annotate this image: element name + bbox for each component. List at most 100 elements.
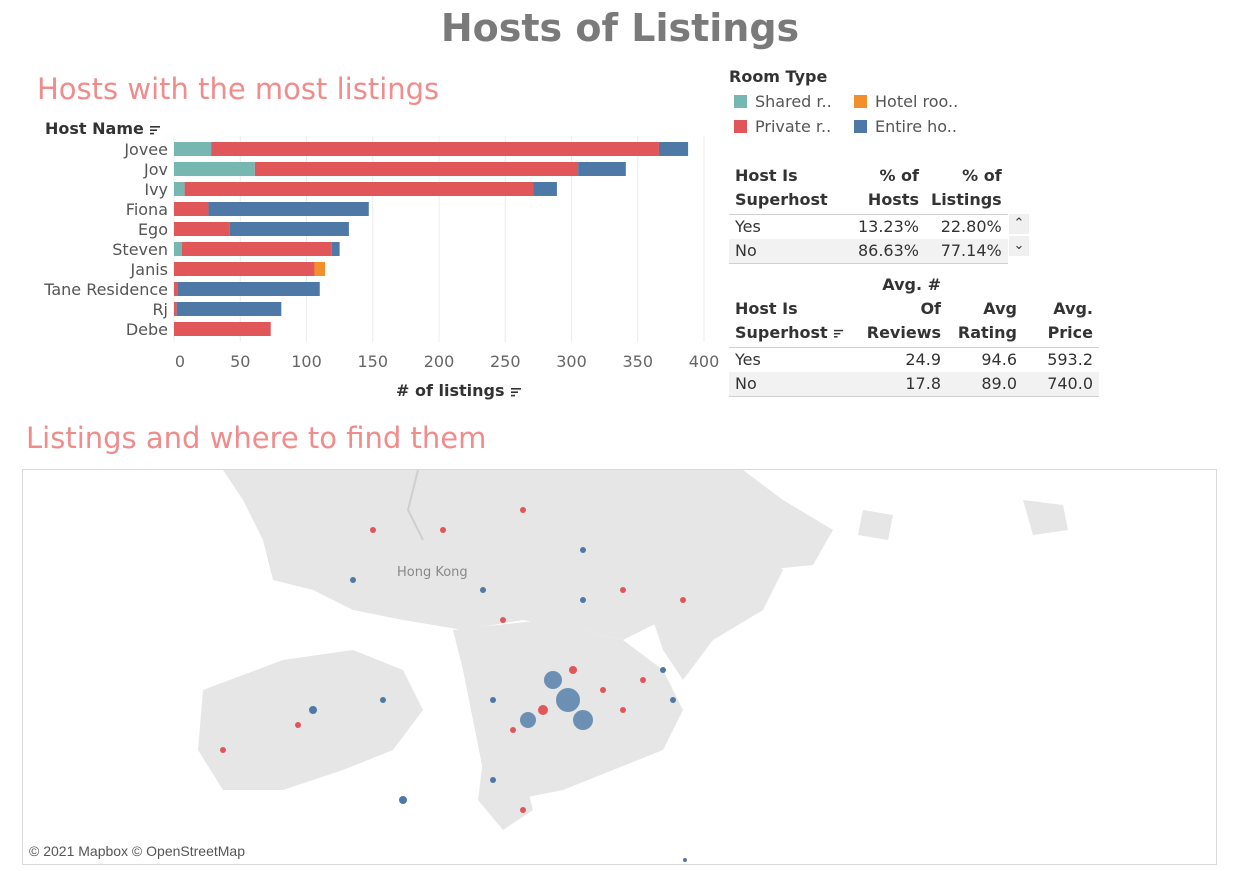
- x-axis-title[interactable]: # of listings: [396, 381, 522, 400]
- bar-segment-entire[interactable]: [658, 142, 689, 156]
- table-row[interactable]: No 86.63% 77.14%: [729, 239, 1008, 264]
- table-row[interactable]: No 17.8 89.0 740.0: [729, 372, 1099, 397]
- x-tick-label: 300: [556, 352, 587, 371]
- legend-label: Shared r..: [755, 92, 832, 111]
- legend-item-shared[interactable]: Shared r..: [734, 92, 832, 111]
- row-label: No: [729, 372, 851, 397]
- cell-pct-hosts: 86.63%: [849, 239, 925, 264]
- host-name-label: Ego: [138, 220, 168, 239]
- col-header-superhost[interactable]: Host Is Superhost: [729, 162, 849, 215]
- bar-segment-shared[interactable]: [174, 242, 182, 256]
- land-island-ne: [858, 510, 893, 540]
- legend-item-private[interactable]: Private r..: [734, 117, 831, 136]
- x-tick-label: 150: [357, 352, 388, 371]
- host-name-label: Tane Residence: [43, 280, 168, 299]
- listing-points: [220, 507, 687, 862]
- bar-segment-private[interactable]: [174, 302, 177, 316]
- bar-segment-private[interactable]: [211, 142, 659, 156]
- col-header-label: Host Is Superhost: [735, 299, 828, 342]
- bar-chart-title: Hosts with the most listings: [37, 72, 440, 106]
- host-name-label: Rj: [152, 300, 168, 319]
- map-canvas[interactable]: [23, 470, 1216, 864]
- cell-avg-rating: 94.6: [981, 350, 1017, 369]
- bar-segment-private[interactable]: [254, 162, 579, 176]
- col-header-pct-listings[interactable]: % of Listings: [925, 162, 1008, 215]
- cell-avg-rating: 89.0: [947, 372, 1023, 397]
- bar-segment-private[interactable]: [174, 222, 230, 236]
- host-name-label: Fiona: [126, 200, 168, 219]
- host-name-header[interactable]: Host Name: [45, 119, 161, 138]
- superhost-share-table-wrap: Host Is Superhost % of Hosts % of Listin…: [729, 162, 1008, 264]
- host-name-label: Steven: [112, 240, 168, 259]
- col-header-pct-hosts[interactable]: % of Hosts: [849, 162, 925, 215]
- scroll-up-icon[interactable]: ⌃: [1009, 214, 1029, 234]
- superhost-share-table: Host Is Superhost % of Hosts % of Listin…: [729, 162, 1008, 264]
- map-section-title: Listings and where to find them: [26, 421, 487, 455]
- host-name-label: Debe: [126, 320, 168, 339]
- table-row[interactable]: Yes 24.9 94.6 593.2: [729, 348, 1099, 373]
- legend-swatch: [854, 120, 867, 133]
- bar-segment-shared[interactable]: [174, 142, 212, 156]
- sort-icon[interactable]: [149, 124, 161, 136]
- bar-segment-entire[interactable]: [208, 202, 369, 216]
- sort-icon[interactable]: [510, 386, 522, 398]
- bar-segment-private[interactable]: [174, 202, 209, 216]
- legend-swatch: [734, 120, 747, 133]
- bar-segment-shared[interactable]: [174, 182, 185, 196]
- land-lantau: [198, 650, 423, 790]
- x-tick-label: 100: [291, 352, 322, 371]
- cell-avg-price: 740.0: [1023, 372, 1099, 397]
- bar-segment-private[interactable]: [184, 182, 534, 196]
- legend-swatch: [734, 95, 747, 108]
- col-header-superhost[interactable]: Host Is Superhost: [729, 271, 851, 348]
- bar-segment-entire[interactable]: [533, 182, 557, 196]
- bar-segment-private[interactable]: [181, 242, 332, 256]
- cell-pct-listings: 22.80%: [940, 217, 1002, 236]
- legend-item-entire[interactable]: Entire ho..: [854, 117, 957, 136]
- bar-segment-entire[interactable]: [177, 282, 320, 296]
- host-name-label: Jovee: [123, 140, 168, 159]
- cell-avg-price: 593.2: [1047, 350, 1093, 369]
- sort-icon[interactable]: [833, 328, 844, 339]
- col-header-avg-price[interactable]: Avg. Price: [1023, 271, 1099, 348]
- map-attribution[interactable]: © 2021 Mapbox © OpenStreetMap: [29, 843, 245, 859]
- cell-avg-reviews: 17.8: [851, 372, 947, 397]
- x-tick-label: 50: [230, 352, 250, 371]
- x-tick-label: 400: [689, 352, 720, 371]
- legend-title: Room Type: [729, 67, 828, 86]
- bar-segment-private[interactable]: [174, 282, 178, 296]
- row-label: No: [729, 239, 849, 264]
- bar-segment-private[interactable]: [174, 322, 271, 336]
- bar-segment-entire[interactable]: [229, 222, 349, 236]
- host-name-label: Ivy: [144, 180, 168, 199]
- bar-segment-hotel[interactable]: [314, 262, 326, 276]
- legend-swatch: [854, 95, 867, 108]
- dashboard-title: Hosts of Listings: [440, 6, 800, 50]
- col-header-avg-reviews[interactable]: Avg. # Of Reviews: [851, 271, 947, 348]
- col-header-avg-rating[interactable]: Avg Rating: [947, 271, 1023, 348]
- map-city-label: Hong Kong: [397, 565, 468, 580]
- superhost-metrics-table-wrap: Host Is Superhost Avg. # Of Reviews Avg …: [729, 271, 1099, 397]
- listings-map[interactable]: Hong Kong © 2021 Mapbox © OpenStreetMap: [22, 469, 1217, 865]
- land-east: [643, 510, 783, 680]
- x-tick-label: 350: [622, 352, 653, 371]
- scroll-down-icon[interactable]: ⌄: [1009, 236, 1029, 256]
- superhost-metrics-table: Host Is Superhost Avg. # Of Reviews Avg …: [729, 271, 1099, 397]
- x-axis-label: # of listings: [396, 381, 505, 400]
- host-name-header-label: Host Name: [45, 119, 144, 138]
- bar-segment-entire[interactable]: [578, 162, 626, 176]
- bar-segment-shared[interactable]: [174, 162, 255, 176]
- land-masses: [198, 470, 1068, 830]
- row-label: Yes: [735, 350, 761, 369]
- x-tick-label: 0: [175, 352, 185, 371]
- x-tick-label: 200: [424, 352, 455, 371]
- table-row[interactable]: Yes 13.23% 22.80%: [729, 215, 1008, 240]
- legend-item-hotel[interactable]: Hotel roo..: [854, 92, 958, 111]
- bar-segment-entire[interactable]: [176, 302, 282, 316]
- bar-segment-private[interactable]: [174, 262, 315, 276]
- cell-avg-reviews: 24.9: [905, 350, 941, 369]
- cell-pct-listings: 77.14%: [925, 239, 1008, 264]
- x-tick-label: 250: [490, 352, 521, 371]
- bar-segment-entire[interactable]: [331, 242, 340, 256]
